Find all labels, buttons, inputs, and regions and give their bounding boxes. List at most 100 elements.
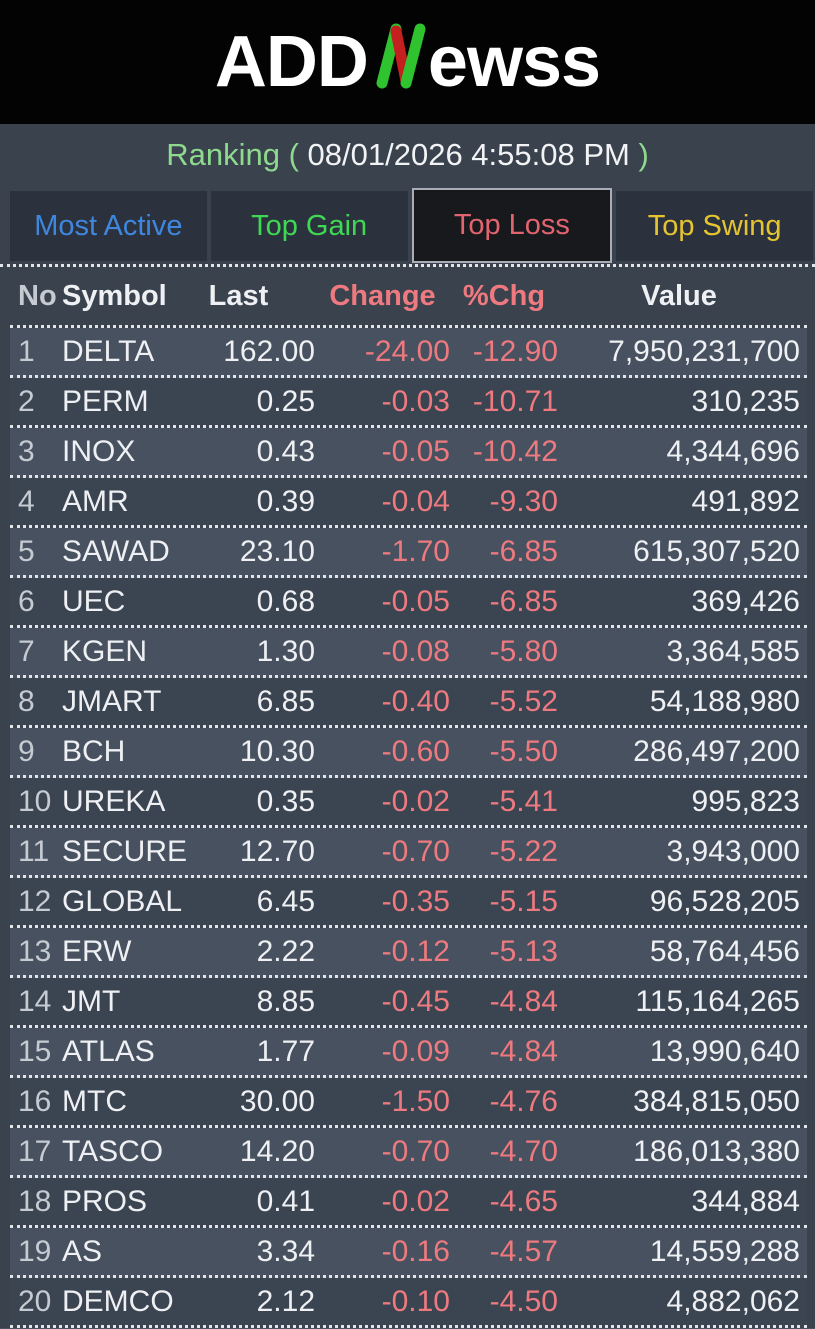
last-price-cell: 2.12 <box>256 1284 315 1318</box>
table-row[interactable]: 11 SECURE 12.70 -0.70 -5.22 3,943,000 <box>10 828 807 878</box>
last-price-cell: 2.22 <box>256 934 315 968</box>
table-row[interactable]: 4 AMR 0.39 -0.04 -9.30 491,892 <box>10 478 807 528</box>
logo-text-suffix: ewss <box>427 22 601 102</box>
rank-cell: 2 <box>18 384 35 418</box>
pct-change-cell: -9.30 <box>489 484 558 518</box>
value-cell: 3,364,585 <box>666 634 800 668</box>
value-cell: 115,164,265 <box>635 984 800 1018</box>
table-row[interactable]: 10 UREKA 0.35 -0.02 -5.41 995,823 <box>10 778 807 828</box>
symbol-cell: AMR <box>62 484 129 518</box>
change-cell: -0.05 <box>381 584 450 618</box>
change-cell: -0.09 <box>381 1034 450 1068</box>
rank-cell: 8 <box>18 684 35 718</box>
timestamp: 08/01/2026 4:55:08 PM <box>307 137 630 172</box>
symbol-cell: UREKA <box>62 784 166 818</box>
value-cell: 995,823 <box>691 784 800 818</box>
column-header-value: Value <box>641 279 717 312</box>
rank-cell: 13 <box>18 934 52 968</box>
last-price-cell: 0.39 <box>256 484 315 518</box>
symbol-cell: PERM <box>62 384 149 418</box>
tab-top-swing[interactable]: Top Swing <box>616 191 813 261</box>
symbol-cell: TASCO <box>62 1134 164 1168</box>
last-price-cell: 30.00 <box>239 1084 315 1118</box>
pct-change-cell: -4.84 <box>489 1034 558 1068</box>
change-cell: -0.70 <box>381 1134 450 1168</box>
table-row[interactable]: 7 KGEN 1.30 -0.08 -5.80 3,364,585 <box>10 628 807 678</box>
page-title-bar: Ranking ( 08/01/2026 4:55:08 PM ) <box>0 124 815 186</box>
last-price-cell: 23.10 <box>239 534 315 568</box>
change-cell: -0.70 <box>381 834 450 868</box>
table-row[interactable]: 15 ATLAS 1.77 -0.09 -4.84 13,990,640 <box>10 1028 807 1078</box>
change-cell: -0.10 <box>381 1284 450 1318</box>
change-cell: -0.04 <box>381 484 450 518</box>
table-row[interactable]: 3 INOX 0.43 -0.05 -10.42 4,344,696 <box>10 428 807 478</box>
change-cell: -0.45 <box>381 984 450 1018</box>
rank-cell: 19 <box>18 1234 52 1268</box>
symbol-cell: DEMCO <box>62 1284 174 1318</box>
value-cell: 54,188,980 <box>649 684 800 718</box>
value-cell: 310,235 <box>691 384 800 418</box>
table-row[interactable]: 2 PERM 0.25 -0.03 -10.71 310,235 <box>10 378 807 428</box>
timestamp-paren-open: ( <box>279 137 308 172</box>
value-cell: 96,528,205 <box>649 884 800 918</box>
value-cell: 384,815,050 <box>633 1084 800 1118</box>
symbol-cell: MTC <box>62 1084 127 1118</box>
table-row[interactable]: 1 DELTA 162.00 -24.00 -12.90 7,950,231,700 <box>10 328 807 378</box>
rank-cell: 15 <box>18 1034 52 1068</box>
pct-change-cell: -5.15 <box>489 884 558 918</box>
change-cell: -0.60 <box>381 734 450 768</box>
pct-change-cell: -6.85 <box>489 534 558 568</box>
table-row[interactable]: 6 UEC 0.68 -0.05 -6.85 369,426 <box>10 578 807 628</box>
rank-cell: 1 <box>18 334 35 368</box>
last-price-cell: 14.20 <box>239 1134 315 1168</box>
change-cell: -1.50 <box>381 1084 450 1118</box>
ranking-tab-bar: Most Active Top Gain Top Loss Top Swing <box>0 186 815 267</box>
pct-change-cell: -5.80 <box>489 634 558 668</box>
table-body: 1 DELTA 162.00 -24.00 -12.90 7,950,231,700 2 PE… <box>10 328 807 1328</box>
table-row[interactable]: 12 GLOBAL 6.45 -0.35 -5.15 96,528,205 <box>10 878 807 928</box>
table-row[interactable]: 8 JMART 6.85 -0.40 -5.52 54,188,980 <box>10 678 807 728</box>
pct-change-cell: -10.42 <box>472 434 558 468</box>
tab-top-gain[interactable]: Top Gain <box>210 191 408 261</box>
table-row[interactable]: 16 MTC 30.00 -1.50 -4.76 384,815,050 <box>10 1078 807 1128</box>
symbol-cell: JMART <box>62 684 162 718</box>
value-cell: 13,990,640 <box>649 1034 800 1068</box>
table-row[interactable]: 20 DEMCO 2.12 -0.10 -4.50 4,882,062 <box>10 1278 807 1328</box>
change-cell: -0.05 <box>381 434 450 468</box>
table-row[interactable]: 14 JMT 8.85 -0.45 -4.84 115,164,265 <box>10 978 807 1028</box>
value-cell: 4,344,696 <box>666 434 800 468</box>
change-cell: -0.12 <box>381 934 450 968</box>
change-cell: -1.70 <box>381 534 450 568</box>
table-row[interactable]: 18 PROS 0.41 -0.02 -4.65 344,884 <box>10 1178 807 1228</box>
tab-top-loss[interactable]: Top Loss <box>411 188 613 263</box>
symbol-cell: UEC <box>62 584 126 618</box>
value-cell: 615,307,520 <box>633 534 800 568</box>
table-row[interactable]: 13 ERW 2.22 -0.12 -5.13 58,764,456 <box>10 928 807 978</box>
table-row[interactable]: 19 AS 3.34 -0.16 -4.57 14,559,288 <box>10 1228 807 1278</box>
page-title: Ranking <box>166 137 280 172</box>
rank-cell: 18 <box>18 1184 52 1218</box>
table-row[interactable]: 17 TASCO 14.20 -0.70 -4.70 186,013,380 <box>10 1128 807 1178</box>
change-cell: -0.08 <box>381 634 450 668</box>
tab-most-active[interactable]: Most Active <box>10 191 207 261</box>
last-price-cell: 0.43 <box>256 434 315 468</box>
symbol-cell: SAWAD <box>62 534 170 568</box>
table-row[interactable]: 5 SAWAD 23.10 -1.70 -6.85 615,307,520 <box>10 528 807 578</box>
symbol-cell: DELTA <box>62 334 155 368</box>
table-row[interactable]: 9 BCH 10.30 -0.60 -5.50 286,497,200 <box>10 728 807 778</box>
last-price-cell: 1.77 <box>256 1034 315 1068</box>
value-cell: 491,892 <box>691 484 800 518</box>
rank-cell: 16 <box>18 1084 52 1118</box>
logo-n-chart-icon <box>369 20 427 104</box>
change-cell: -0.35 <box>381 884 450 918</box>
last-price-cell: 0.25 <box>256 384 315 418</box>
symbol-cell: JMT <box>62 984 121 1018</box>
symbol-cell: ERW <box>62 934 132 968</box>
last-price-cell: 3.34 <box>256 1234 315 1268</box>
pct-change-cell: -4.70 <box>489 1134 558 1168</box>
last-price-cell: 10.30 <box>239 734 315 768</box>
column-header-symbol: Symbol <box>62 279 167 312</box>
last-price-cell: 12.70 <box>239 834 315 868</box>
rank-cell: 20 <box>18 1284 52 1318</box>
